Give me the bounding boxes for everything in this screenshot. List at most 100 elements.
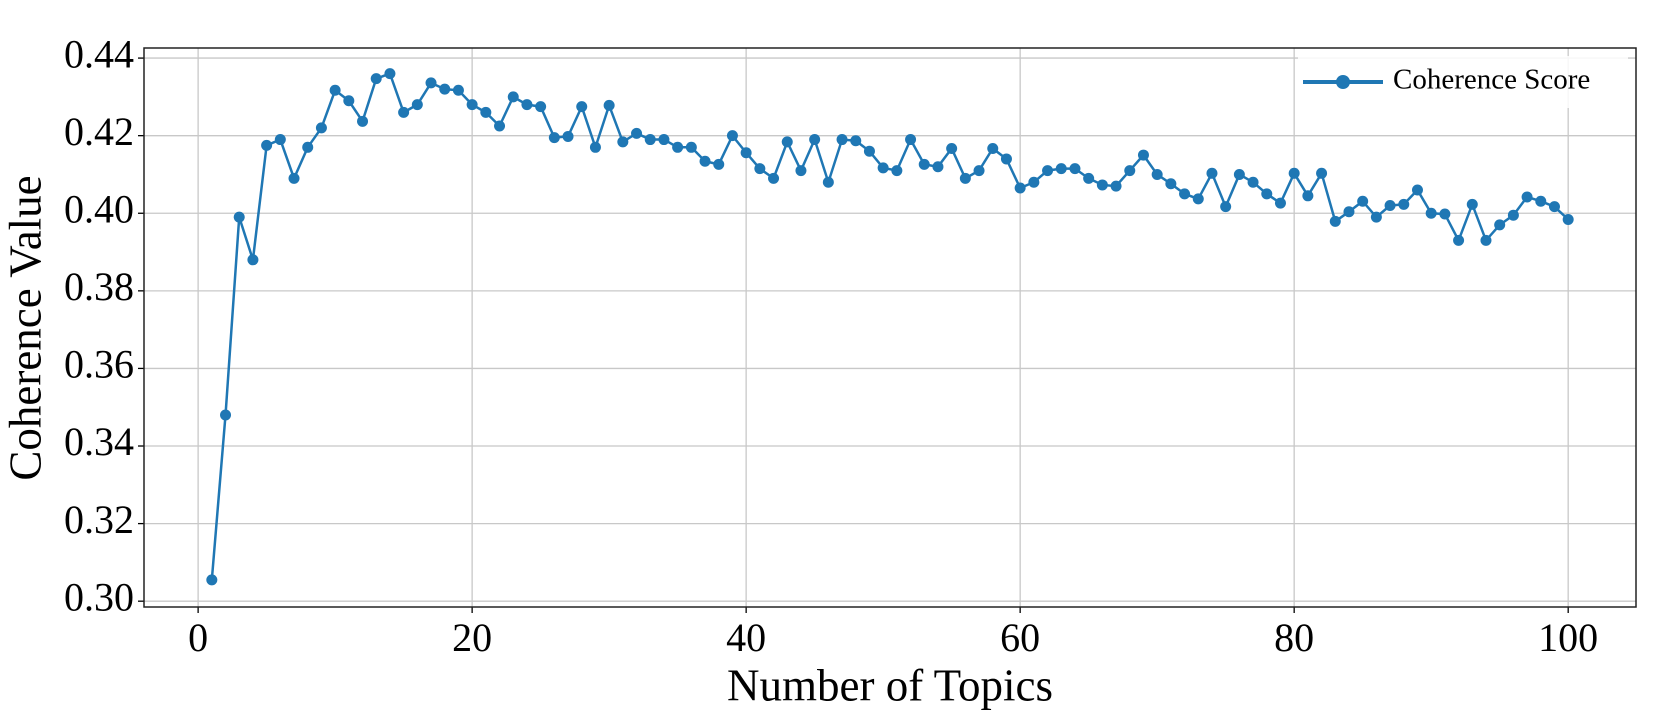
data-point: [589, 141, 601, 153]
data-point: [1055, 163, 1067, 175]
data-point: [617, 136, 629, 148]
data-point: [1288, 167, 1300, 179]
data-point: [726, 130, 738, 142]
data-point: [1000, 153, 1012, 165]
data-point: [302, 141, 314, 153]
data-point: [795, 165, 807, 177]
data-point: [891, 165, 903, 177]
data-point: [548, 132, 560, 144]
data-point: [425, 77, 437, 89]
data-point: [822, 176, 834, 188]
data-point: [233, 211, 245, 223]
data-point: [576, 101, 588, 113]
data-point: [850, 135, 862, 147]
data-point: [439, 83, 451, 95]
y-tick-label: 0.30: [64, 574, 134, 619]
data-point: [1357, 195, 1369, 207]
data-point: [1083, 172, 1095, 184]
data-point: [1124, 165, 1136, 177]
data-point: [1014, 182, 1026, 194]
data-point: [288, 172, 300, 184]
plot-frame: [143, 47, 1637, 608]
data-point: [1042, 165, 1054, 177]
x-tick-label: 0: [188, 615, 208, 660]
data-point: [768, 172, 780, 184]
data-point: [535, 101, 547, 113]
data-point: [357, 115, 369, 127]
data-point: [562, 130, 574, 142]
data-point: [466, 99, 478, 111]
data-point: [1151, 168, 1163, 180]
data-point: [329, 84, 341, 96]
data-point: [781, 136, 793, 148]
data-point: [1343, 206, 1355, 218]
data-point: [932, 161, 944, 173]
data-point: [1507, 209, 1519, 221]
data-point: [220, 409, 232, 421]
data-point: [452, 84, 464, 96]
data-point: [247, 254, 259, 266]
y-tick-label: 0.32: [64, 497, 134, 542]
data-point: [713, 158, 725, 170]
data-point: [1535, 195, 1547, 207]
data-point: [836, 134, 848, 146]
data-point: [1329, 215, 1341, 227]
data-point: [959, 172, 971, 184]
data-point: [1562, 213, 1574, 225]
y-tick-label: 0.42: [64, 109, 134, 154]
data-point: [398, 106, 410, 118]
data-point: [343, 95, 355, 107]
data-point: [1302, 190, 1314, 202]
data-point: [1096, 179, 1108, 191]
data-line: [210, 71, 1570, 580]
data-point: [1261, 188, 1273, 200]
data-point: [521, 99, 533, 111]
y-tick-label: 0.36: [64, 342, 134, 387]
data-point: [1453, 234, 1465, 246]
x-tick-label: 80: [1274, 615, 1314, 660]
data-point: [261, 139, 273, 151]
data-point: [1206, 167, 1218, 179]
data-point: [685, 141, 697, 153]
y-tick-label: 0.38: [64, 264, 134, 309]
data-point: [1494, 219, 1506, 231]
data-point: [1384, 199, 1396, 211]
data-point: [905, 134, 917, 146]
data-point: [1110, 180, 1122, 192]
data-point: [863, 145, 875, 157]
data-point: [644, 134, 656, 146]
data-point: [603, 99, 615, 111]
data-point: [809, 134, 821, 146]
data-point: [1370, 211, 1382, 223]
data-point: [507, 91, 519, 103]
data-point: [494, 120, 506, 132]
data-point: [1439, 208, 1451, 220]
x-tick-label: 20: [452, 615, 492, 660]
data-point: [1165, 178, 1177, 190]
y-tick-label: 0.34: [64, 419, 134, 464]
data-point: [699, 155, 711, 167]
data-point: [411, 99, 423, 111]
data-point: [480, 106, 492, 118]
data-point: [946, 142, 958, 154]
data-point: [1425, 207, 1437, 219]
data-point: [1247, 176, 1259, 188]
data-point: [1069, 163, 1081, 175]
legend-marker: [1336, 75, 1350, 89]
data-point: [1398, 198, 1410, 210]
data-point: [1137, 149, 1149, 161]
data-point: [1521, 191, 1533, 203]
data-point: [1411, 184, 1423, 196]
data-point: [274, 134, 286, 146]
y-tick-label: 0.40: [64, 186, 134, 231]
data-point: [987, 142, 999, 154]
data-point: [1179, 188, 1191, 200]
data-point: [206, 574, 218, 586]
data-point: [631, 127, 643, 139]
x-tick-label: 40: [726, 615, 766, 660]
legend-label: Coherence Score: [1393, 64, 1590, 96]
data-point: [973, 165, 985, 177]
x-tick-label: 100: [1538, 615, 1598, 660]
